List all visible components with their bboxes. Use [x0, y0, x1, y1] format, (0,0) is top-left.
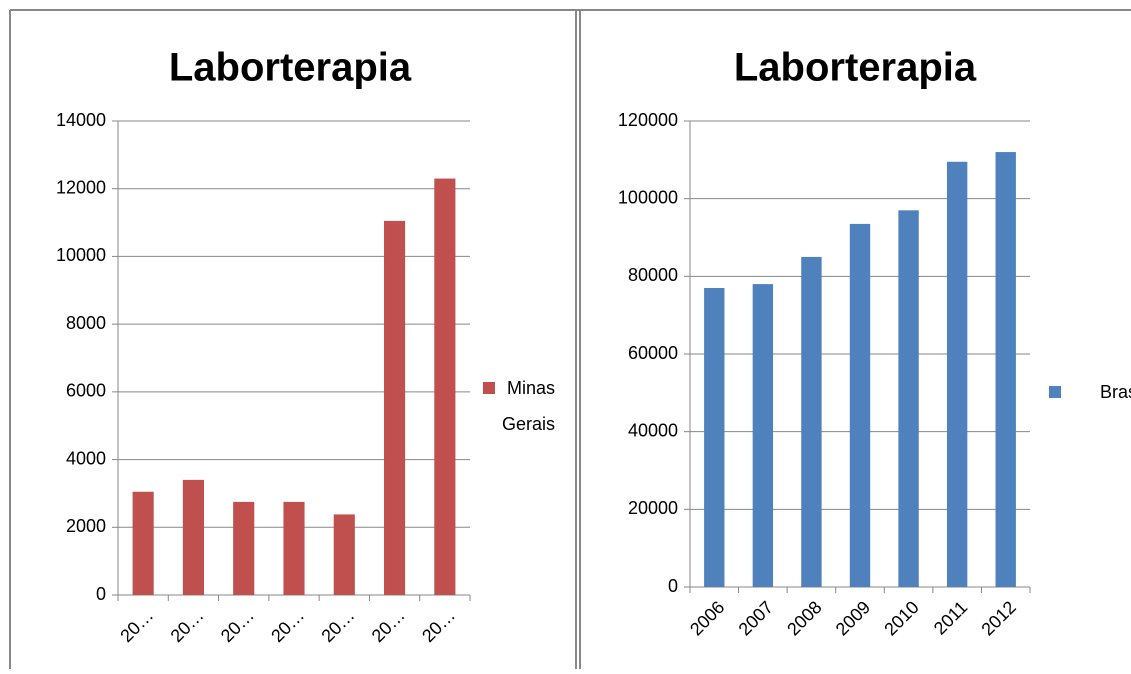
- x-tick-label: 2011: [930, 597, 972, 639]
- x-tick-label: 20…: [267, 605, 308, 646]
- bar: [946, 161, 968, 587]
- bar: [233, 501, 255, 595]
- x-tick-label: 2008: [783, 597, 825, 639]
- legend-entry: Minas Gerais: [501, 378, 555, 434]
- bar: [333, 514, 355, 595]
- chart-title: Laborterapia: [169, 46, 412, 90]
- y-tick-label: 0: [668, 576, 678, 596]
- y-tick-label: 2000: [66, 516, 106, 536]
- y-tick-label: 80000: [628, 265, 678, 285]
- y-tick-label: 0: [96, 584, 106, 604]
- bar: [704, 287, 725, 587]
- x-tick-label: 20…: [217, 605, 258, 646]
- x-tick-label: 20…: [116, 605, 157, 646]
- bar: [752, 284, 774, 587]
- bar: [384, 220, 406, 595]
- chart-title: Laborterapia: [734, 46, 977, 90]
- y-tick-label: 20000: [628, 498, 678, 518]
- bar: [898, 210, 919, 588]
- y-tick-label: 120000: [618, 110, 678, 130]
- y-tick-label: 4000: [66, 448, 106, 468]
- y-tick-label: 60000: [628, 343, 678, 363]
- x-tick-label: 20…: [368, 605, 409, 646]
- legend-entry: Brasil: [1099, 382, 1131, 402]
- y-tick-label: 10000: [56, 245, 106, 265]
- legend-swatch: [483, 382, 495, 394]
- y-tick-label: 6000: [66, 381, 106, 401]
- y-tick-label: 100000: [618, 187, 678, 207]
- x-tick-label: 2006: [686, 597, 728, 639]
- x-tick-label: 20…: [167, 605, 208, 646]
- bar: [849, 223, 871, 588]
- bar: [283, 501, 305, 595]
- x-tick-label: 20…: [418, 605, 459, 646]
- x-tick-label: 2009: [832, 597, 874, 639]
- x-tick-label: 20…: [317, 605, 358, 646]
- legend-label: Brasil: [1099, 382, 1131, 402]
- bar: [132, 491, 154, 595]
- legend-swatch: [1049, 386, 1061, 398]
- x-tick-label: 2010: [880, 597, 922, 639]
- bar: [995, 152, 1016, 588]
- y-tick-label: 40000: [628, 420, 678, 440]
- x-tick-label: 2007: [735, 597, 777, 639]
- x-tick-label: 2012: [977, 597, 1019, 639]
- bar: [801, 256, 822, 587]
- legend-label: Minas Gerais: [501, 378, 555, 434]
- y-tick-label: 8000: [66, 313, 106, 333]
- bar: [434, 178, 456, 596]
- bar: [182, 479, 204, 595]
- y-tick-label: 14000: [56, 110, 106, 130]
- y-tick-label: 12000: [56, 177, 106, 197]
